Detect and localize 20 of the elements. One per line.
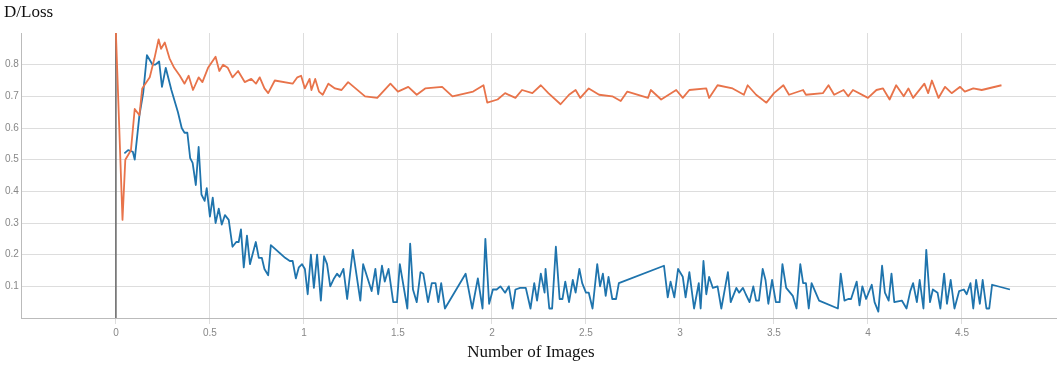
x-axis-title: Number of Images <box>466 342 596 362</box>
x-tick-label: 1 <box>301 326 308 338</box>
y-tick-label: 0.5 <box>5 153 20 165</box>
y-tick-label: 0.8 <box>5 58 20 70</box>
x-tick-label: 3 <box>677 326 684 338</box>
x-tick-label: 0.5 <box>202 326 218 338</box>
x-tick-label: 3.5 <box>767 326 782 338</box>
y-tick-label: 0.1 <box>5 280 20 292</box>
x-tick-label: 4.5 <box>955 326 970 338</box>
x-tick-label: 0 <box>113 326 120 338</box>
y-tick-label: 0.2 <box>5 248 20 260</box>
y-tick-label: 0.3 <box>5 216 20 228</box>
x-tick-label: 4 <box>865 326 872 338</box>
chart-title: D/Loss <box>4 2 54 22</box>
y-tick-label: 0.6 <box>5 121 20 133</box>
x-tick-label: 2.5 <box>579 326 594 338</box>
x-tick-label: 2 <box>489 326 496 338</box>
y-tick-label: 0.7 <box>5 90 20 102</box>
x-tick-label: 1.5 <box>390 326 406 338</box>
y-tick-label: 0.4 <box>5 185 20 197</box>
